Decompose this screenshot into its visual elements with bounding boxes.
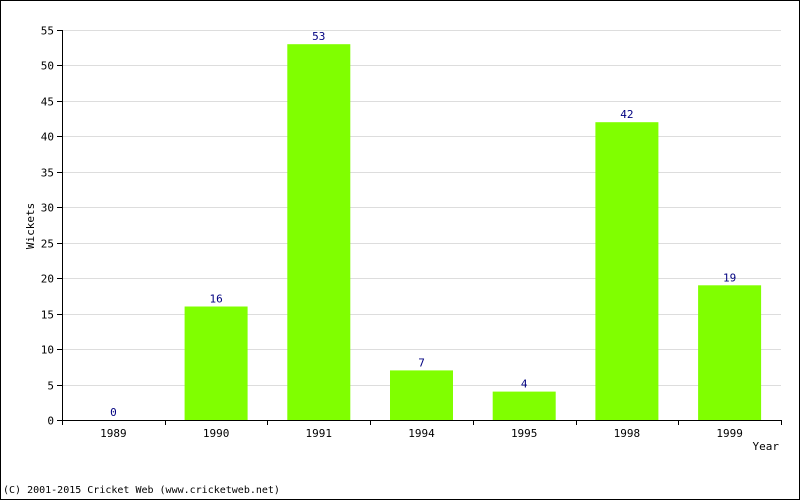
x-tick-label: 1998 (614, 427, 641, 440)
data-label: 19 (723, 271, 736, 284)
y-tick-label: 20 (41, 273, 54, 286)
x-tick-label: 1994 (408, 427, 435, 440)
bar (595, 122, 659, 420)
bars (184, 44, 762, 420)
y-tick-label: 5 (47, 380, 54, 393)
x-tick-label: 1991 (306, 427, 333, 440)
y-tick-label: 10 (41, 344, 54, 357)
y-tick-label: 0 (47, 415, 54, 428)
data-label: 53 (312, 30, 325, 43)
bar (698, 285, 762, 420)
bar (287, 44, 351, 420)
bar (184, 306, 248, 420)
data-label: 7 (418, 356, 425, 369)
data-label: 0 (110, 406, 117, 419)
x-axis-title: Year (753, 440, 780, 453)
x-tick-label: 1999 (716, 427, 743, 440)
y-tick-label: 30 (41, 202, 54, 215)
y-tick-label: 50 (41, 60, 54, 73)
bar (390, 370, 453, 420)
x-tick-label: 1995 (511, 427, 538, 440)
data-label: 16 (209, 293, 222, 306)
y-tick-label: 25 (41, 238, 54, 251)
x-tick-label: 1989 (100, 427, 127, 440)
y-tick-label: 35 (41, 167, 54, 180)
x-tick-label: 1990 (203, 427, 230, 440)
labels: 0 5 10 15 20 25 30 35 40 45 50 55 0 1989 16 1990 53 1991 7… (41, 25, 743, 441)
axes (57, 30, 782, 425)
data-label: 4 (521, 378, 528, 391)
y-tick-label: 55 (41, 25, 54, 38)
bar (492, 391, 556, 420)
y-tick-label: 40 (41, 131, 54, 144)
y-tick-label: 45 (41, 96, 54, 109)
grid-lines (62, 30, 781, 386)
data-label: 42 (620, 108, 633, 121)
copyright-notice: (C) 2001-2015 Cricket Web (www.cricketwe… (3, 485, 280, 496)
y-axis-title: Wickets (24, 203, 37, 249)
y-tick-label: 15 (41, 309, 54, 322)
